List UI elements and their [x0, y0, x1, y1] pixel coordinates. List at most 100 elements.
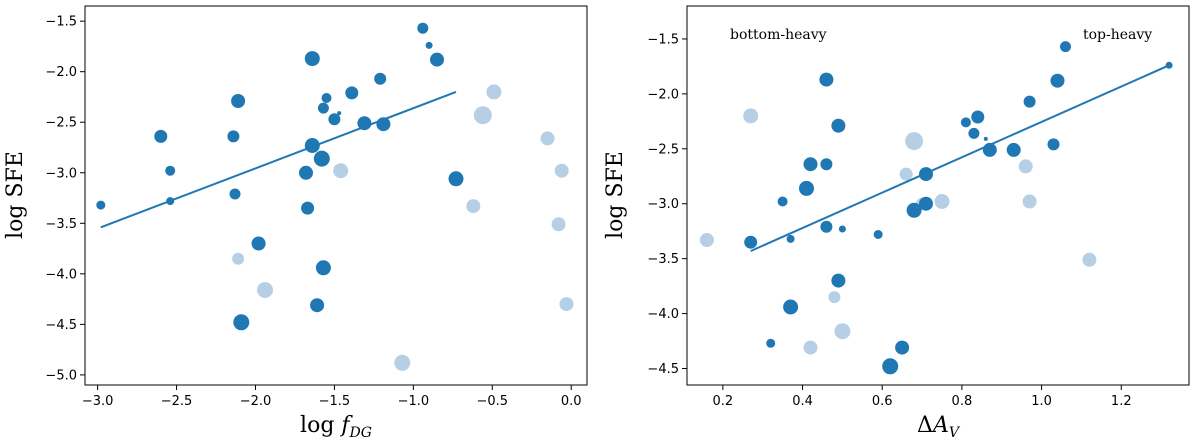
scatter-point	[233, 314, 250, 331]
x-tick-label: −2.0	[240, 394, 272, 409]
scatter-point	[321, 93, 332, 103]
scatter-point	[231, 94, 246, 108]
x-tick-label: 0.8	[952, 394, 973, 409]
scatter-point	[960, 117, 971, 128]
scatter-point	[540, 131, 555, 146]
y-tick-label: −3.0	[647, 197, 679, 212]
scatter-point	[394, 354, 411, 371]
scatter-point	[232, 252, 245, 265]
scatter-point	[559, 297, 574, 312]
scatter-point	[96, 200, 106, 210]
scatter-point	[819, 72, 834, 87]
x-tick-label: 0.2	[713, 394, 734, 409]
scatter-point	[473, 106, 492, 125]
fit-line	[750, 64, 1170, 252]
y-tick-label: −2.0	[647, 87, 679, 102]
x-tick-label: −1.0	[398, 394, 430, 409]
scatter-point	[1050, 73, 1065, 88]
scatter-point	[799, 180, 814, 196]
x-tick-label: −1.5	[319, 394, 351, 409]
x-axis-label: ΔAV	[917, 413, 961, 441]
scatter-point	[1023, 95, 1036, 108]
y-axis-label: log SFE	[603, 151, 628, 239]
scatter-point	[310, 298, 325, 313]
scatter-point	[315, 260, 331, 276]
scatter-point	[934, 194, 950, 209]
scatter-point	[417, 22, 429, 34]
y-tick-label: −4.5	[647, 362, 679, 377]
x-tick-label: 1.2	[1111, 394, 1132, 409]
scatter-point	[466, 199, 481, 214]
scatter-point	[374, 72, 387, 85]
scatter-point	[317, 102, 329, 114]
scatter-point	[165, 165, 176, 176]
x-tick-label: 0.4	[792, 394, 813, 409]
scatter-point	[337, 111, 342, 116]
scatter-point	[430, 52, 444, 67]
fit-line	[100, 90, 457, 229]
scatter-point	[357, 116, 372, 131]
scatter-point	[1165, 61, 1173, 69]
scatter-point	[154, 129, 168, 143]
y-tick-label: −3.5	[647, 252, 679, 267]
scatter-point	[968, 127, 980, 139]
scatter-point	[777, 196, 788, 207]
plot-frame	[686, 5, 1190, 386]
scatter-point	[831, 118, 846, 133]
scatter-point	[831, 273, 846, 288]
scatter-point	[828, 291, 841, 304]
scatter-point	[448, 171, 464, 187]
x-tick-label: 1.0	[1031, 394, 1052, 409]
y-axis-ticks: −4.5 −4.0 −3.5 −3.0 −2.5 −2.0 −1.5	[647, 32, 687, 377]
plot-frame	[84, 5, 588, 386]
scatter-point	[1047, 138, 1060, 151]
y-tick-label: −1.5	[45, 15, 77, 30]
scatter-point	[820, 158, 833, 171]
scatter-point	[251, 236, 266, 251]
scatter-point	[554, 163, 569, 178]
scatter-points	[96, 22, 574, 371]
y-tick-label: −4.0	[647, 307, 679, 322]
scatter-point	[906, 202, 922, 218]
scatter-point	[820, 220, 833, 233]
chart-right-delta-av: 0.2 0.4 0.6 0.8 1.0 1.2 −4.5−4.0−3.5−3.0−2.5−…	[603, 5, 1190, 441]
scatter-point	[882, 358, 899, 375]
y-tick-label: −5.0	[45, 368, 77, 383]
scatter-point	[486, 84, 502, 100]
scatter-point	[304, 51, 320, 67]
scatter-point	[257, 282, 273, 298]
x-tick-label: 0.0	[561, 394, 582, 409]
scatter-point	[1022, 194, 1037, 209]
scatter-point	[919, 196, 933, 211]
scatter-point	[834, 323, 851, 340]
scatter-point	[971, 110, 985, 124]
scatter-point	[551, 217, 566, 232]
chart-left-fdg: −3.0 −2.5 −2.0 −1.5 −1.0 −0.5 0.0 −5.0 −4.5 −4.0…	[3, 5, 588, 441]
scatter-point	[766, 338, 776, 348]
scatter-point	[895, 340, 910, 355]
y-axis-label: log SFE	[3, 151, 28, 239]
scatter-point	[333, 163, 349, 179]
scatter-point	[425, 41, 433, 49]
annotation-top-heavy: top-heavy	[1083, 27, 1152, 43]
x-tick-label: −0.5	[476, 394, 508, 409]
x-axis-label: log fDG	[300, 413, 372, 441]
x-axis-ticks: 0.2 0.4 0.6 0.8 1.0 1.2	[713, 385, 1132, 409]
scatter-point	[227, 130, 240, 143]
x-axis-ticks: −3.0 −2.5 −2.0 −1.5 −1.0 −0.5 0.0	[82, 385, 582, 409]
y-tick-label: −2.5	[647, 142, 679, 157]
scatter-point	[803, 340, 818, 355]
scatter-point	[744, 235, 758, 249]
scatter-point	[301, 201, 315, 215]
scatter-point	[803, 157, 818, 172]
scatter-point	[304, 138, 320, 153]
scatter-point	[699, 233, 714, 247]
y-tick-label: −2.5	[45, 116, 77, 131]
scatter-point	[1060, 41, 1071, 53]
scatter-point	[1006, 142, 1021, 157]
x-tick-label: −3.0	[82, 394, 114, 409]
scatter-point	[905, 132, 924, 151]
scatter-point	[743, 108, 759, 124]
scatter-point	[299, 165, 313, 180]
